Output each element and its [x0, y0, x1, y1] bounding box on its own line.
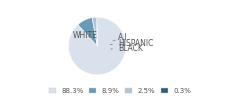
- Legend: 88.3%, 8.9%, 2.5%, 0.3%: 88.3%, 8.9%, 2.5%, 0.3%: [46, 85, 194, 96]
- Text: WHITE: WHITE: [73, 31, 98, 40]
- Wedge shape: [78, 18, 97, 46]
- Wedge shape: [68, 17, 126, 75]
- Text: HISPANIC: HISPANIC: [110, 39, 153, 48]
- Text: A.I.: A.I.: [113, 33, 130, 42]
- Wedge shape: [92, 17, 97, 46]
- Text: BLACK: BLACK: [111, 44, 143, 53]
